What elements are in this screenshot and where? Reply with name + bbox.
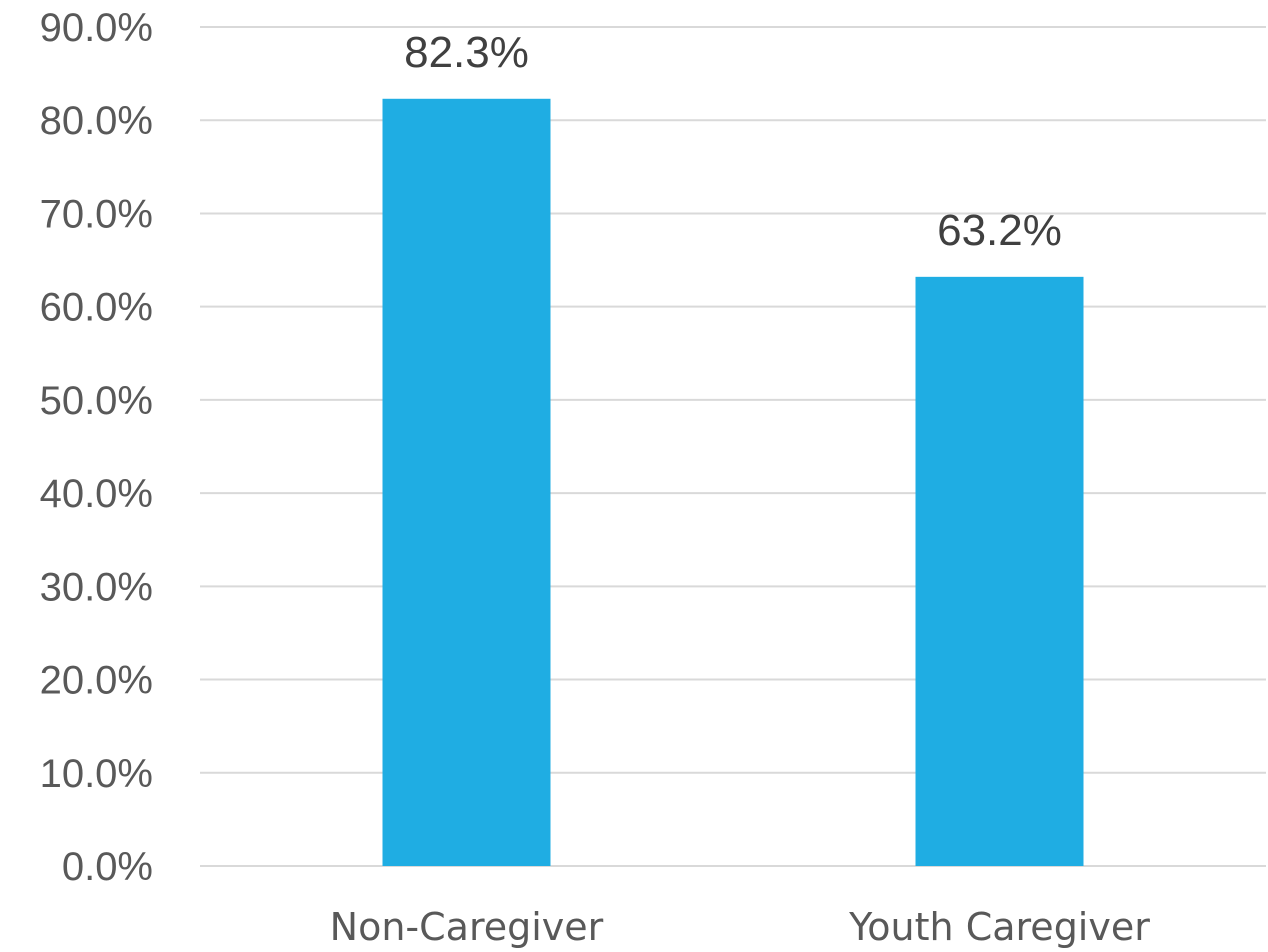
y-tick-label: 0.0% <box>62 845 153 889</box>
bar <box>382 98 551 866</box>
x-tick-label: Non-Caregiver <box>330 905 604 949</box>
data-label: 63.2% <box>937 206 1062 255</box>
y-tick-label: 90.0% <box>40 6 153 50</box>
y-tick-label: 80.0% <box>40 99 153 143</box>
y-tick-label: 50.0% <box>40 379 153 423</box>
x-axis-tick-labels: Non-Caregiver Youth Caregiver <box>330 905 1151 949</box>
y-tick-label: 40.0% <box>40 472 153 516</box>
y-tick-label: 70.0% <box>40 192 153 236</box>
data-labels: 82.3% 63.2% <box>404 28 1062 255</box>
gridlines <box>200 26 1266 867</box>
y-axis-tick-labels: 0.0% 10.0% 20.0% 30.0% 40.0% 50.0% 60.0% 70.0% 8… <box>40 6 153 889</box>
y-tick-label: 20.0% <box>40 659 153 703</box>
x-tick-label: Youth Caregiver <box>848 905 1150 949</box>
data-label: 82.3% <box>404 28 529 77</box>
y-tick-label: 60.0% <box>40 286 153 330</box>
y-tick-label: 10.0% <box>40 752 153 796</box>
y-tick-label: 30.0% <box>40 565 153 609</box>
bars <box>382 98 1084 866</box>
bar <box>915 276 1084 866</box>
